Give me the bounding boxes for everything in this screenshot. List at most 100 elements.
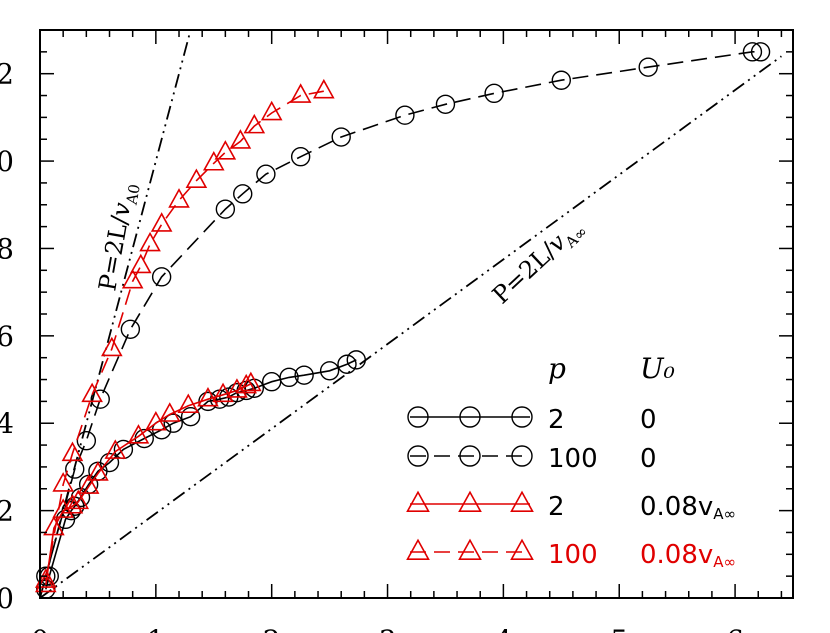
series-4 [34, 78, 335, 588]
data-point [215, 199, 236, 219]
legend-u0: 0.08vA∞ [640, 492, 736, 523]
y-tick-label: 6 [0, 320, 14, 353]
data-point [229, 129, 252, 149]
data-point [36, 566, 56, 586]
data-point [61, 493, 84, 514]
data-point [313, 78, 335, 99]
data-point [139, 231, 161, 252]
data-point [510, 538, 534, 561]
data-point [150, 212, 173, 232]
x-tick-label: 1 [147, 624, 165, 633]
data-point [243, 113, 266, 134]
legend-p: 2 [548, 405, 565, 435]
data-point [294, 365, 314, 385]
data-point [510, 490, 534, 513]
legend-entry-4: 100 0.08vA∞ [406, 538, 736, 571]
data-point [158, 402, 181, 422]
y-tick-label: 0 [0, 582, 14, 615]
data-point [34, 568, 57, 588]
data-point [99, 452, 120, 473]
data-point [121, 268, 144, 289]
data-point [511, 445, 533, 467]
legend-p: 100 [548, 540, 598, 570]
data-point [87, 461, 109, 481]
data-point [129, 253, 152, 274]
series-3 [34, 371, 262, 593]
data-point [168, 188, 190, 208]
legend-u0: 0.08vA∞ [640, 540, 736, 571]
y-tick-label: 12 [0, 58, 14, 91]
data-point [484, 83, 504, 104]
data-point [52, 472, 74, 492]
legend-header-u0: U₀ [640, 352, 675, 385]
legend-u0: 0 [640, 444, 657, 474]
legend-u0: 0 [640, 405, 657, 435]
data-point [151, 267, 172, 287]
data-point [407, 445, 429, 467]
data-point [511, 406, 533, 428]
x-tick-label: 4 [494, 624, 512, 633]
data-point [331, 127, 351, 147]
data-point [750, 42, 771, 62]
data-point [185, 168, 208, 189]
data-point [34, 572, 57, 593]
data-point [61, 441, 84, 462]
data-point [638, 57, 658, 77]
series-layer [34, 42, 771, 599]
annotation-p-vAinf: P=2L/vA∞ [487, 212, 591, 312]
data-point [90, 389, 110, 409]
legend-entry-2: 100 0 [407, 444, 657, 474]
series-line [45, 383, 252, 586]
data-point [81, 382, 103, 403]
data-point [289, 83, 312, 103]
data-point [256, 164, 276, 184]
legend-header-p: p [548, 352, 566, 385]
data-point [67, 489, 90, 510]
data-point [235, 373, 258, 394]
data-point [76, 431, 97, 451]
x-tick-label: 2 [263, 624, 281, 633]
data-point [395, 105, 415, 125]
data-point [346, 350, 366, 370]
data-point [77, 474, 100, 494]
data-point [177, 393, 200, 414]
data-point [260, 100, 283, 121]
data-point [459, 406, 481, 428]
legend-p: 100 [548, 444, 598, 474]
data-point [197, 386, 219, 407]
legend-p: 2 [548, 492, 565, 522]
legend-symbol [407, 445, 533, 467]
series-2 [36, 42, 771, 586]
data-point [240, 371, 262, 392]
legend-symbol [406, 538, 534, 561]
data-point [290, 147, 311, 167]
data-point [214, 140, 237, 160]
y-tick-label: 10 [0, 145, 14, 178]
data-point [406, 538, 430, 561]
legend-entry-3: 2 0.08vA∞ [406, 490, 736, 523]
data-point [279, 367, 299, 388]
data-point [337, 354, 357, 374]
data-point [101, 336, 123, 357]
reference-lines [39, 29, 782, 599]
x-tick-label: 5 [610, 624, 628, 633]
data-point [233, 184, 253, 204]
reference-line [39, 29, 192, 599]
y-tick-label: 8 [0, 232, 14, 265]
data-point [212, 382, 234, 403]
y-tick-label: 2 [0, 495, 14, 528]
data-point [458, 490, 482, 513]
legend-entry-1: 2 0 [407, 405, 657, 435]
data-point [458, 538, 482, 561]
data-point [180, 406, 201, 427]
data-point [43, 515, 65, 536]
x-tick-label: 6 [726, 624, 744, 633]
series-1 [36, 350, 366, 599]
y-tick-label: 4 [0, 407, 14, 440]
legend-symbol [406, 490, 534, 513]
data-point [202, 151, 225, 171]
data-point [407, 406, 429, 428]
data-point [163, 413, 183, 433]
data-point [319, 361, 340, 381]
x-tick-label: 0 [31, 624, 49, 633]
